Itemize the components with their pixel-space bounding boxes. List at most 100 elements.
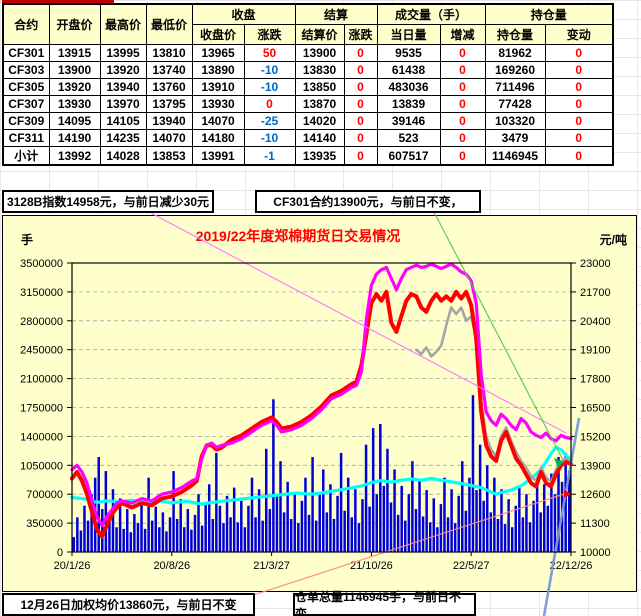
header-settle-change[interactable]: 涨跌	[343, 24, 378, 45]
table-cell[interactable]: 0	[439, 129, 486, 147]
table-cell[interactable]: 0	[343, 146, 378, 166]
table-cell[interactable]: -10	[243, 61, 296, 79]
table-cell[interactable]: CF303	[2, 61, 50, 79]
table-cell[interactable]: 14180	[191, 129, 245, 147]
table-cell[interactable]: 483036	[376, 78, 441, 96]
table-cell[interactable]: 0	[439, 61, 486, 79]
header-settle-price[interactable]: 结算价	[294, 24, 345, 45]
table-cell[interactable]: -25	[243, 112, 296, 130]
table-cell[interactable]: -10	[243, 129, 296, 147]
table-cell[interactable]: 0	[439, 95, 486, 113]
warehouse-receipt-note-box[interactable]: 仓单总量1146945手，与前日不变，	[293, 590, 476, 616]
table-cell[interactable]: 1146945	[484, 146, 546, 166]
table-cell[interactable]: 0	[439, 78, 486, 96]
table-cell[interactable]: 0	[544, 78, 614, 96]
table-cell[interactable]: -10	[243, 78, 296, 96]
header-day-volume[interactable]: 当日量	[376, 24, 441, 45]
table-cell[interactable]: 14070	[145, 129, 193, 147]
table-cell[interactable]: 13930	[191, 95, 245, 113]
table-cell[interactable]: 13940	[145, 112, 193, 130]
weighted-avg-note-box[interactable]: 12月26日加权均价13860元，与前日不变	[2, 593, 255, 616]
table-cell[interactable]: 0	[439, 44, 486, 62]
table-cell[interactable]: 0	[439, 146, 486, 166]
table-cell[interactable]: 50	[243, 44, 296, 62]
table-cell[interactable]: 13920	[99, 61, 147, 79]
table-cell[interactable]: 0	[343, 129, 378, 147]
table-cell[interactable]: 0	[343, 44, 378, 62]
table-cell[interactable]: 13839	[376, 95, 441, 113]
table-cell[interactable]: 13992	[48, 146, 101, 166]
table-cell[interactable]: 13810	[145, 44, 193, 62]
table-cell[interactable]: 13935	[294, 146, 345, 166]
table-cell[interactable]: 13970	[99, 95, 147, 113]
table-cell[interactable]: 523	[376, 129, 441, 147]
table-cell[interactable]: 13900	[48, 61, 101, 79]
header-close-price[interactable]: 收盘价	[191, 24, 245, 45]
table-cell[interactable]: 39146	[376, 112, 441, 130]
table-cell[interactable]: 13870	[294, 95, 345, 113]
header-high[interactable]: 最高价	[99, 3, 147, 45]
header-group-settle[interactable]: 结算	[294, 3, 378, 25]
table-cell[interactable]: 14070	[191, 112, 245, 130]
table-cell[interactable]: 0	[343, 112, 378, 130]
table-cell[interactable]: 13915	[48, 44, 101, 62]
header-oi[interactable]: 持仓量	[484, 24, 546, 45]
table-cell[interactable]: -1	[243, 146, 296, 166]
table-cell[interactable]: 13890	[191, 61, 245, 79]
table-cell[interactable]: 13930	[48, 95, 101, 113]
table-cell[interactable]: 607517	[376, 146, 441, 166]
table-cell[interactable]: CF309	[2, 112, 50, 130]
table-cell[interactable]: 77428	[484, 95, 546, 113]
table-cell[interactable]: CF301	[2, 44, 50, 62]
header-close-change[interactable]: 涨跌	[243, 24, 296, 45]
table-cell[interactable]: 0	[544, 129, 614, 147]
table-cell[interactable]: 14095	[48, 112, 101, 130]
table-cell[interactable]: CF311	[2, 129, 50, 147]
table-cell[interactable]: 0	[343, 95, 378, 113]
table-cell[interactable]: CF307	[2, 95, 50, 113]
table-cell[interactable]: 3479	[484, 129, 546, 147]
table-cell[interactable]: 0	[343, 61, 378, 79]
table-cell[interactable]: 13830	[294, 61, 345, 79]
table-cell[interactable]: 169260	[484, 61, 546, 79]
table-cell[interactable]: 小计	[2, 146, 50, 166]
table-cell[interactable]: 0	[544, 146, 614, 166]
table-cell[interactable]: 13965	[191, 44, 245, 62]
header-group-volume[interactable]: 成交量（手）	[376, 3, 486, 25]
table-cell[interactable]: 0	[439, 112, 486, 130]
header-contract[interactable]: 合约	[2, 3, 50, 45]
header-volume-change[interactable]: 增减	[439, 24, 486, 45]
table-cell[interactable]: 13920	[48, 78, 101, 96]
header-low[interactable]: 最低价	[145, 3, 193, 45]
table-cell[interactable]: 14105	[99, 112, 147, 130]
table-cell[interactable]: 61438	[376, 61, 441, 79]
table-cell[interactable]: 13910	[191, 78, 245, 96]
table-cell[interactable]: 0	[544, 95, 614, 113]
table-cell[interactable]: 13853	[145, 146, 193, 166]
header-group-oi[interactable]: 持仓量	[484, 3, 614, 25]
table-cell[interactable]: 13760	[145, 78, 193, 96]
table-cell[interactable]: CF305	[2, 78, 50, 96]
table-cell[interactable]: 14020	[294, 112, 345, 130]
table-cell[interactable]: 14140	[294, 129, 345, 147]
index-note-box[interactable]: 3128B指数14958元，与前日减少30元	[2, 190, 214, 213]
table-cell[interactable]: 13995	[99, 44, 147, 62]
table-cell[interactable]: 0	[343, 78, 378, 96]
table-cell[interactable]: 9535	[376, 44, 441, 62]
table-cell[interactable]: 14190	[48, 129, 101, 147]
table-cell[interactable]: 0	[544, 112, 614, 130]
table-cell[interactable]: 0	[243, 95, 296, 113]
table-cell[interactable]: 14028	[99, 146, 147, 166]
header-group-close[interactable]: 收盘	[191, 3, 296, 25]
table-cell[interactable]: 81962	[484, 44, 546, 62]
table-cell[interactable]: 13991	[191, 146, 245, 166]
table-cell[interactable]: 0	[544, 61, 614, 79]
table-cell[interactable]: 13795	[145, 95, 193, 113]
header-oi-change[interactable]: 变动	[544, 24, 614, 45]
table-cell[interactable]: 13900	[294, 44, 345, 62]
table-cell[interactable]: 103320	[484, 112, 546, 130]
table-cell[interactable]: 711496	[484, 78, 546, 96]
table-cell[interactable]: 14235	[99, 129, 147, 147]
header-open[interactable]: 开盘价	[48, 3, 101, 45]
table-cell[interactable]: 13850	[294, 78, 345, 96]
